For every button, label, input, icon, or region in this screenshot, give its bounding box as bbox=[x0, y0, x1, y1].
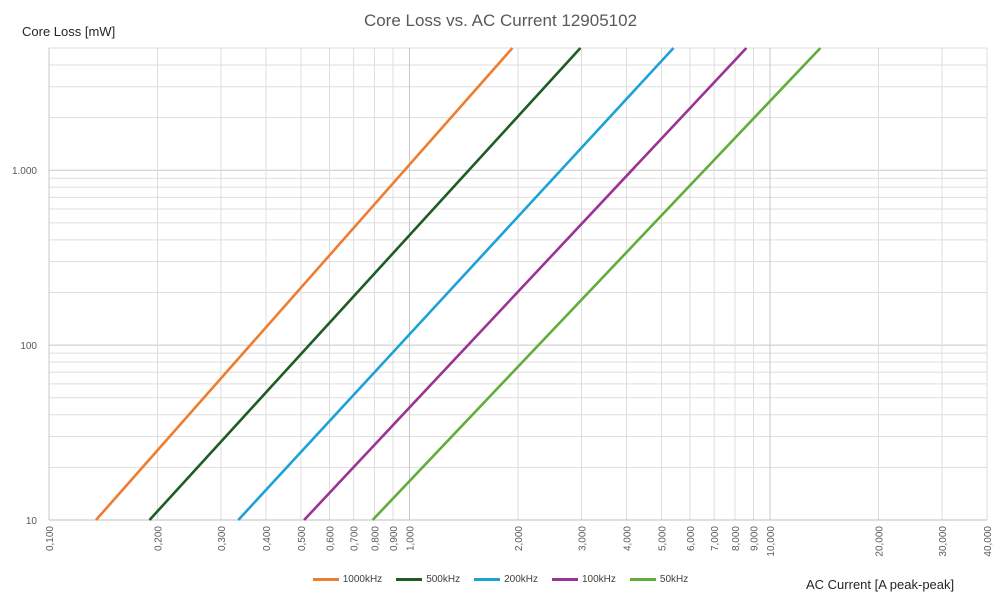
y-tick-label: 1.000 bbox=[12, 166, 37, 177]
x-tick-label: 0,300 bbox=[217, 526, 228, 551]
x-tick-label: 0,200 bbox=[154, 526, 165, 551]
legend-label: 50kHz bbox=[659, 574, 689, 585]
legend-item: 500kHz bbox=[396, 574, 460, 585]
x-tick-label: 10,000 bbox=[766, 526, 777, 557]
x-tick-label: 7,000 bbox=[710, 526, 721, 551]
x-axis-ticks: 0,100 0,200 0,300 0,400 0,500 0,600 0,700 0,800… bbox=[45, 526, 994, 557]
legend-label: 200kHz bbox=[504, 574, 538, 585]
x-tick-label: 0,900 bbox=[389, 526, 400, 551]
x-tick-label: 0,500 bbox=[297, 526, 308, 551]
legend-swatch bbox=[474, 578, 501, 581]
x-tick-label: 0,700 bbox=[350, 526, 361, 551]
legend: 1000kHz 500kHz 200kHz 100kHz 50kHz bbox=[0, 574, 1001, 585]
x-tick-label: 3,000 bbox=[577, 526, 588, 551]
y-tick-label: 100 bbox=[20, 341, 37, 352]
x-tick-label: 4,000 bbox=[623, 526, 634, 551]
y-axis-title: Core Loss [mW] bbox=[22, 24, 116, 39]
x-tick-label: 9,000 bbox=[749, 526, 760, 551]
legend-item: 50kHz bbox=[629, 574, 689, 585]
y-tick-label: 10 bbox=[26, 516, 38, 527]
legend-item: 100kHz bbox=[552, 574, 616, 585]
x-tick-label: 0,800 bbox=[371, 526, 382, 551]
legend-swatch bbox=[312, 578, 339, 581]
x-tick-label: 1,000 bbox=[405, 526, 416, 551]
legend-label: 500kHz bbox=[426, 574, 461, 585]
legend-label: 1000kHz bbox=[342, 574, 383, 585]
chart-title: Core Loss vs. AC Current 12905102 bbox=[363, 11, 638, 30]
grid-lines bbox=[48, 47, 988, 521]
x-tick-label: 6,000 bbox=[686, 526, 697, 551]
series-line-200kHz bbox=[237, 47, 675, 521]
y-axis-ticks: 10 100 1.000 bbox=[12, 166, 37, 527]
x-tick-label: 20,000 bbox=[874, 526, 885, 557]
series-line-1000kHz bbox=[95, 47, 514, 521]
x-tick-label: 5,000 bbox=[657, 526, 668, 551]
series-lines bbox=[95, 47, 822, 521]
x-tick-label: 8,000 bbox=[731, 526, 742, 551]
series-line-100kHz bbox=[303, 47, 748, 521]
x-tick-label: 40,000 bbox=[983, 526, 994, 557]
x-tick-label: 0,400 bbox=[262, 526, 273, 551]
legend-item: 1000kHz bbox=[312, 574, 383, 585]
legend-swatch bbox=[629, 578, 656, 581]
legend-swatch bbox=[396, 578, 423, 581]
x-tick-label: 2,000 bbox=[514, 526, 525, 551]
series-line-50kHz bbox=[371, 47, 822, 521]
series-line-500kHz bbox=[148, 47, 582, 521]
legend-label: 100kHz bbox=[582, 574, 616, 585]
x-tick-label: 0,600 bbox=[326, 526, 337, 551]
x-tick-label: 0,100 bbox=[45, 526, 56, 551]
legend-item: 200kHz bbox=[474, 574, 538, 585]
x-axis-title: AC Current [A peak-peak] bbox=[806, 577, 955, 592]
x-tick-label: 30,000 bbox=[938, 526, 949, 557]
legend-swatch bbox=[552, 578, 578, 581]
